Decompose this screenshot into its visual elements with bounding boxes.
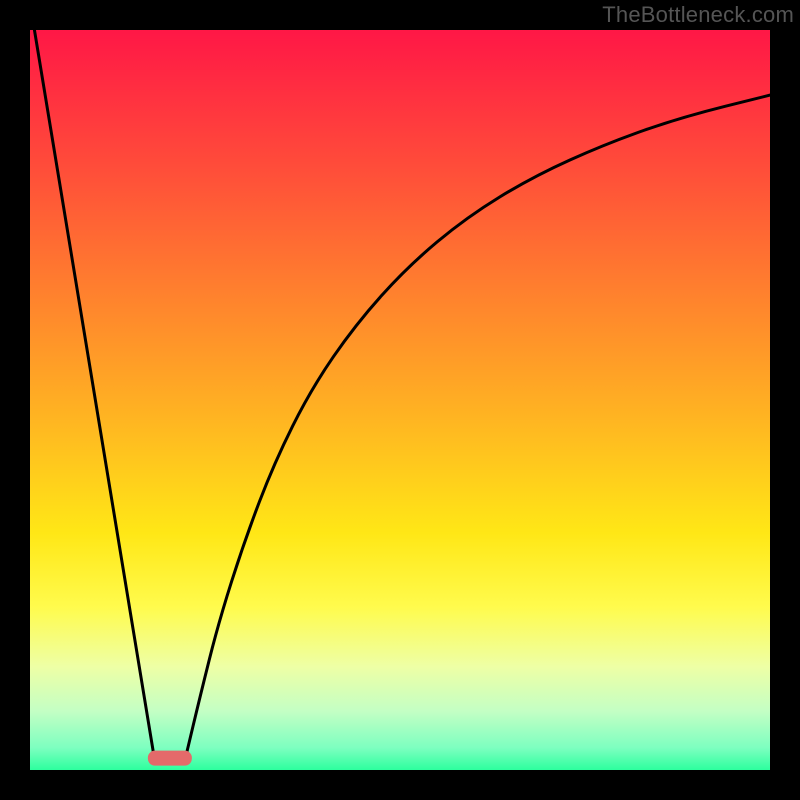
bottleneck-chart: TheBottleneck.com [0, 0, 800, 800]
gradient-background [30, 30, 770, 770]
chart-svg [0, 0, 800, 800]
optimal-marker [148, 751, 192, 766]
watermark-text: TheBottleneck.com [602, 2, 794, 28]
